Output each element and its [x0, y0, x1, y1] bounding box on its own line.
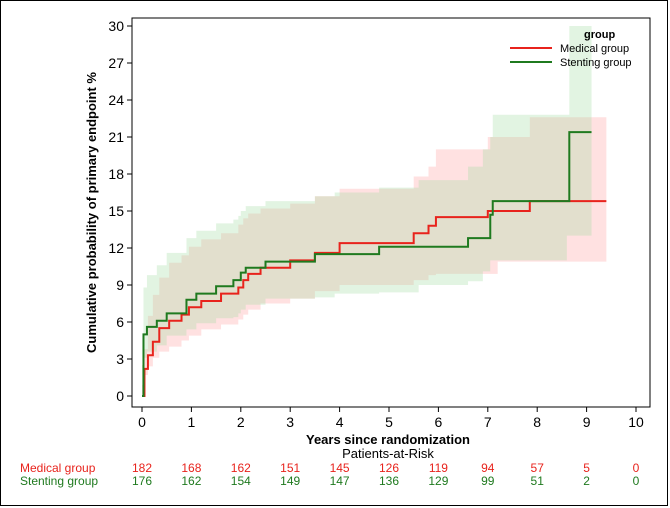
risk-count-medical: 145 — [330, 461, 350, 475]
legend-title: group — [584, 29, 615, 41]
step-line-medical — [142, 200, 607, 397]
y-tick-label: 27 — [108, 55, 124, 71]
risk-count-stenting: 0 — [633, 474, 640, 488]
risk-table: Medical group Stenting group 182 168 162 15… — [20, 461, 640, 488]
y-axis-title: Cumulative probability of primary endpoi… — [84, 72, 99, 353]
x-tick-label: 5 — [385, 414, 393, 430]
x-tick-label: 6 — [435, 414, 443, 430]
risk-count-medical: 168 — [181, 461, 201, 475]
risk-row-label-medical: Medical group — [20, 461, 96, 475]
ci-band-stenting — [142, 26, 592, 396]
legend: group Medical group Stenting group — [510, 29, 632, 69]
x-tick-label: 3 — [286, 414, 294, 430]
risk-count-stenting: 149 — [280, 474, 300, 488]
risk-count-stenting: 2 — [583, 474, 590, 488]
legend-label-medical: Medical group — [560, 43, 629, 55]
risk-count-stenting: 154 — [231, 474, 251, 488]
risk-count-medical: 126 — [379, 461, 399, 475]
y-tick-label: 6 — [116, 314, 124, 330]
risk-count-stenting: 136 — [379, 474, 399, 488]
risk-count-medical: 162 — [231, 461, 251, 475]
y-tick-label: 3 — [116, 351, 124, 367]
risk-count-stenting: 162 — [181, 474, 201, 488]
x-tick-label: 0 — [138, 414, 146, 430]
y-tick-label: 24 — [108, 92, 124, 108]
plot-area — [131, 17, 651, 408]
risk-count-medical: 182 — [132, 461, 152, 475]
risk-count-medical: 57 — [531, 461, 545, 475]
y-tick-label: 0 — [116, 388, 124, 404]
risk-count-medical: 151 — [280, 461, 300, 475]
survival-lines — [142, 131, 607, 397]
risk-count-stenting: 51 — [531, 474, 545, 488]
x-tick-label: 2 — [237, 414, 245, 430]
y-tick-label: 30 — [108, 18, 124, 34]
y-tick-label: 21 — [108, 129, 124, 145]
legend-label-stenting: Stenting group — [560, 57, 632, 69]
x-tick-label: 9 — [583, 414, 591, 430]
risk-row-label-stenting: Stenting group — [20, 474, 98, 488]
y-tick-label: 9 — [116, 277, 124, 293]
risk-count-stenting: 99 — [481, 474, 495, 488]
risk-count-stenting: 147 — [330, 474, 350, 488]
risk-count-stenting: 176 — [132, 474, 152, 488]
y-tick-label: 12 — [108, 240, 124, 256]
risk-count-medical: 94 — [481, 461, 495, 475]
risk-count-medical: 0 — [633, 461, 640, 475]
x-axis-title: Years since randomization — [306, 432, 470, 447]
x-tick-label: 7 — [484, 414, 492, 430]
y-tick-label: 15 — [108, 203, 124, 219]
risk-count-medical: 119 — [429, 461, 448, 475]
y-tick-label: 18 — [108, 166, 124, 182]
risk-count-medical: 5 — [583, 461, 590, 475]
x-tick-label: 10 — [628, 414, 644, 430]
step-line-stenting — [142, 131, 592, 397]
risk-count-stenting: 129 — [428, 474, 448, 488]
ci-band-medical — [142, 117, 607, 397]
risk-table-title: Patients-at-Risk — [342, 446, 434, 461]
x-tick-label: 4 — [336, 414, 344, 430]
x-tick-label: 1 — [188, 414, 196, 430]
x-tick-label: 8 — [533, 414, 541, 430]
confidence-bands — [142, 26, 607, 397]
